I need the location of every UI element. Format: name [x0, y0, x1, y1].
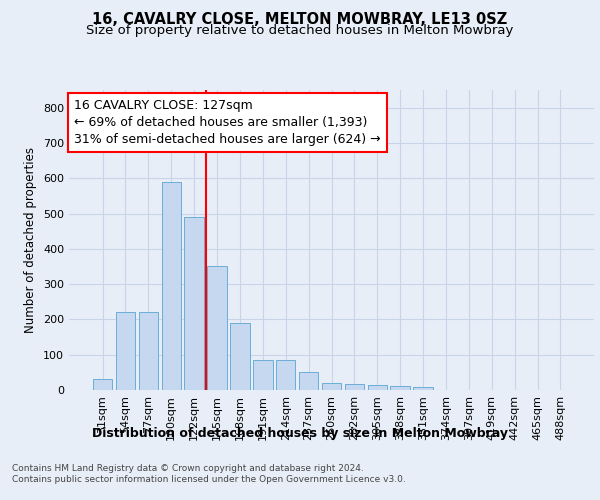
Bar	[116, 312, 135, 390]
Bar	[208, 266, 227, 390]
Text: Distribution of detached houses by size in Melton Mowbray: Distribution of detached houses by size …	[92, 428, 508, 440]
Bar	[276, 360, 295, 390]
Text: Contains public sector information licensed under the Open Government Licence v3: Contains public sector information licen…	[12, 475, 406, 484]
Bar	[253, 360, 272, 390]
Bar	[139, 312, 158, 390]
Bar	[230, 323, 250, 390]
Text: Size of property relative to detached houses in Melton Mowbray: Size of property relative to detached ho…	[86, 24, 514, 37]
Y-axis label: Number of detached properties: Number of detached properties	[25, 147, 37, 333]
Text: Contains HM Land Registry data © Crown copyright and database right 2024.: Contains HM Land Registry data © Crown c…	[12, 464, 364, 473]
Bar	[184, 217, 204, 390]
Bar	[368, 384, 387, 390]
Bar	[344, 384, 364, 390]
Bar	[391, 386, 410, 390]
Bar	[299, 372, 319, 390]
Bar	[161, 182, 181, 390]
Bar	[413, 387, 433, 390]
Bar	[322, 383, 341, 390]
Text: 16, CAVALRY CLOSE, MELTON MOWBRAY, LE13 0SZ: 16, CAVALRY CLOSE, MELTON MOWBRAY, LE13 …	[92, 12, 508, 28]
Bar	[93, 380, 112, 390]
Text: 16 CAVALRY CLOSE: 127sqm
← 69% of detached houses are smaller (1,393)
31% of sem: 16 CAVALRY CLOSE: 127sqm ← 69% of detach…	[74, 99, 381, 146]
